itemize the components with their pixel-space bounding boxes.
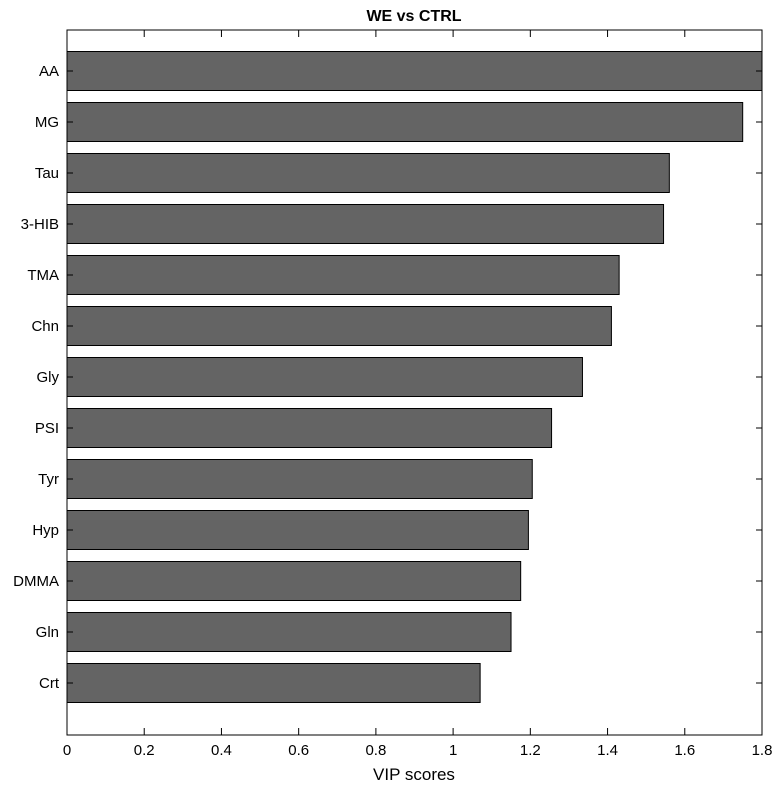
x-tick-label-1: 0.2 bbox=[134, 742, 155, 759]
bars-layer bbox=[66, 51, 763, 703]
category-label-hyp: Hyp bbox=[32, 522, 59, 539]
plot-frame bbox=[66, 29, 763, 736]
category-labels: AA MG Tau 3-HIB TMA Chn Gly PSI Tyr Hyp DMMA Gln Crt bbox=[13, 63, 60, 692]
x-tick-label-3: 0.6 bbox=[288, 742, 309, 759]
x-tick-label-4: 0.8 bbox=[365, 742, 386, 759]
x-tick-label-7: 1.4 bbox=[597, 742, 618, 759]
bar-hyp bbox=[66, 510, 529, 550]
bar-gly bbox=[66, 357, 583, 397]
category-label-crt: Crt bbox=[39, 675, 60, 692]
bar-chn bbox=[66, 306, 612, 346]
category-label-gln: Gln bbox=[36, 624, 59, 641]
bar-crt bbox=[66, 663, 481, 703]
bar-psi bbox=[66, 408, 553, 448]
category-label-aa: AA bbox=[39, 63, 59, 80]
category-label-tau: Tau bbox=[35, 165, 59, 182]
x-tick-label-0: 0 bbox=[63, 742, 71, 759]
x-tick-label-6: 1.2 bbox=[520, 742, 541, 759]
x-tick-label-8: 1.6 bbox=[674, 742, 695, 759]
x-tick-label-9: 1.8 bbox=[752, 742, 773, 759]
chart-title: WE vs CTRL bbox=[366, 8, 461, 25]
x-axis-label: VIP scores bbox=[373, 765, 455, 784]
bar-3-hib bbox=[66, 204, 665, 244]
bar-dmma bbox=[66, 561, 522, 601]
category-label-tma: TMA bbox=[27, 267, 59, 284]
category-label-3-hib: 3-HIB bbox=[21, 216, 59, 233]
category-label-chn: Chn bbox=[31, 318, 59, 335]
x-tick-label-5: 1 bbox=[449, 742, 457, 759]
category-label-tyr: Tyr bbox=[38, 471, 59, 488]
category-label-mg: MG bbox=[35, 114, 59, 131]
bar-tma bbox=[66, 255, 620, 295]
bar-aa bbox=[66, 51, 763, 91]
bar-tyr bbox=[66, 459, 533, 499]
x-axis-ticks: 0 0.2 0.4 0.6 0.8 1 1.2 1.4 1.6 1.8 bbox=[63, 30, 773, 759]
category-label-dmma: DMMA bbox=[13, 573, 59, 590]
bar-gln bbox=[66, 612, 512, 652]
category-label-gly: Gly bbox=[37, 369, 60, 386]
x-tick-label-2: 0.4 bbox=[211, 742, 232, 759]
bar-tau bbox=[66, 153, 670, 193]
category-label-psi: PSI bbox=[35, 420, 59, 437]
bar-mg bbox=[66, 102, 744, 142]
